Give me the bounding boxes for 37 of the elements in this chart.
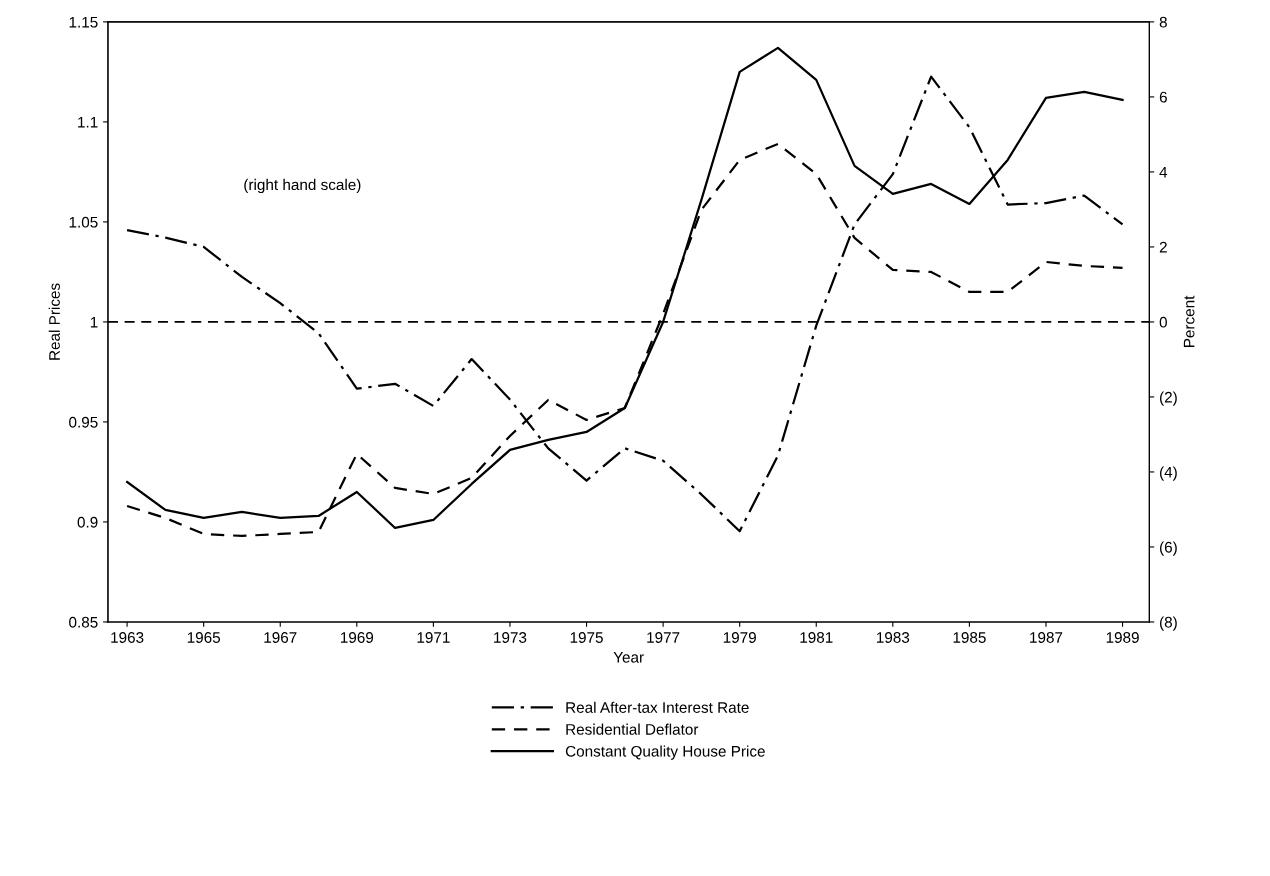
y-tick-label: 1.15 [69, 16, 98, 28]
y2-tick-label: 0 [1159, 316, 1167, 328]
x-tick-label: 1965 [187, 632, 221, 643]
x-tick-label: 1969 [340, 632, 374, 643]
x-tick-label: 1987 [1030, 632, 1063, 643]
x-tick-label: 1977 [647, 632, 680, 643]
x-tick-label: 1985 [953, 632, 986, 643]
x-tick-label: 1975 [570, 632, 603, 643]
y-tick-label: 0.85 [69, 616, 98, 628]
annotation: (right hand scale) [244, 178, 361, 194]
x-tick-label: 1981 [800, 632, 833, 643]
x-tick-label: 1963 [111, 632, 144, 643]
legend-label: Constant Quality House Price [565, 745, 765, 760]
y-tick-label: 1.1 [78, 116, 98, 128]
x-tick-label: 1989 [1106, 632, 1139, 643]
x-tick-label: 1979 [723, 632, 756, 643]
y2-tick-label: 4 [1159, 166, 1168, 178]
x-tick-label: 1971 [417, 632, 450, 643]
legend-label: Real After-tax Interest Rate [566, 701, 749, 713]
y-tick-label: 0.95 [69, 416, 98, 428]
y-tick-label: 1 [90, 316, 98, 328]
x-axis-title: Year [613, 652, 644, 663]
y2-tick-label: 8 [1159, 16, 1167, 28]
x-tick-label: 1983 [877, 632, 910, 643]
y-axis-title: Real Prices [48, 283, 60, 360]
y-tick-label: 1.05 [69, 216, 98, 228]
y2-tick-label: (4) [1160, 466, 1177, 481]
legend-label: Residential Deflator [566, 723, 699, 735]
y2-tick-label: 2 [1159, 241, 1167, 253]
y2-tick-label: (2) [1160, 391, 1177, 406]
y2-tick-label: (8) [1160, 616, 1177, 631]
y-tick-label: 0.9 [77, 516, 98, 528]
y2-tick-label: (6) [1160, 541, 1177, 556]
x-tick-label: 1973 [494, 632, 527, 643]
x-tick-label: 1967 [264, 632, 297, 643]
y2-tick-label: 6 [1159, 91, 1167, 103]
y2-axis-title: Percent [1183, 295, 1195, 347]
